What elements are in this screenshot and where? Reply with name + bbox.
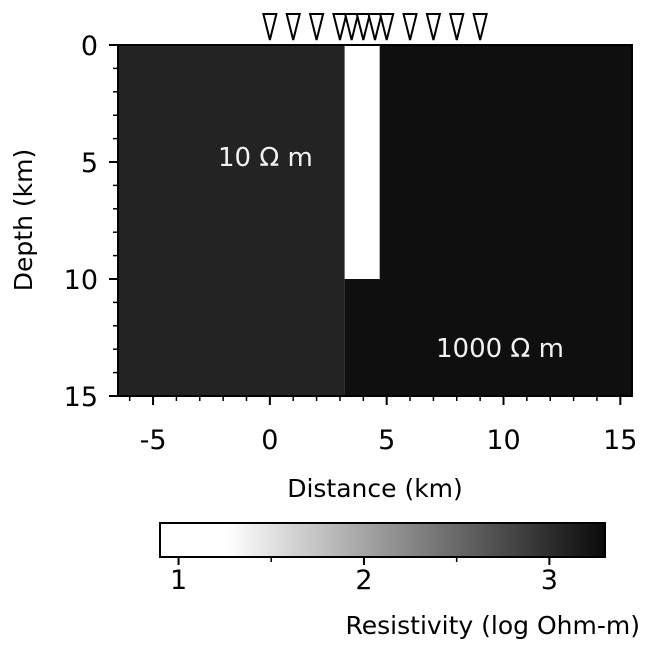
station-marker bbox=[332, 13, 348, 41]
y-axis: 0 5 10 15 bbox=[64, 31, 118, 413]
station-marker bbox=[378, 13, 395, 41]
y-tick-label: 10 bbox=[64, 265, 98, 296]
y-tick-label: 0 bbox=[81, 31, 98, 62]
station-marker bbox=[425, 13, 442, 41]
x-tick-label: 15 bbox=[603, 425, 637, 456]
x-tick-label: 0 bbox=[261, 425, 278, 456]
conductor-block bbox=[344, 45, 380, 279]
plot-frame bbox=[117, 44, 633, 397]
station-marker bbox=[367, 13, 383, 41]
y-axis-label: Depth (km) bbox=[9, 149, 38, 291]
x-axis-label: Distance (km) bbox=[287, 474, 463, 503]
x-tick-label: 10 bbox=[486, 425, 520, 456]
host-resistivity-label: 1000 Ω m bbox=[436, 334, 564, 364]
background-resistivity-label: 10 Ω m bbox=[218, 143, 313, 173]
colorbar-tick-label: 2 bbox=[355, 565, 372, 596]
colorbar-tick-label: 1 bbox=[170, 565, 187, 596]
x-tick-label: 5 bbox=[378, 425, 395, 456]
station-marker bbox=[308, 13, 325, 41]
right-region bbox=[344, 45, 632, 396]
colorbar-bar bbox=[159, 522, 606, 558]
plot-area bbox=[117, 44, 633, 397]
station-marker bbox=[262, 13, 278, 41]
x-axis: -5 0 5 10 15 bbox=[128, 396, 637, 456]
station-marker bbox=[402, 13, 418, 41]
station-marker bbox=[343, 13, 360, 41]
station-marker bbox=[285, 13, 302, 41]
colorbar-tick-label: 3 bbox=[541, 565, 558, 596]
y-tick-label: 15 bbox=[64, 382, 98, 413]
colorbar-label: Resistivity (log Ohm-m) bbox=[346, 611, 640, 640]
left-region bbox=[118, 45, 345, 396]
station-marker bbox=[472, 13, 488, 41]
x-tick-label: -5 bbox=[140, 425, 167, 456]
station-marker bbox=[448, 13, 465, 41]
colorbar: 1 2 3 bbox=[159, 522, 606, 596]
colorbar-ticks: 1 2 3 bbox=[170, 557, 558, 596]
station-marker bbox=[355, 13, 372, 41]
stations-group bbox=[262, 13, 488, 41]
y-tick-label: 5 bbox=[81, 148, 98, 179]
